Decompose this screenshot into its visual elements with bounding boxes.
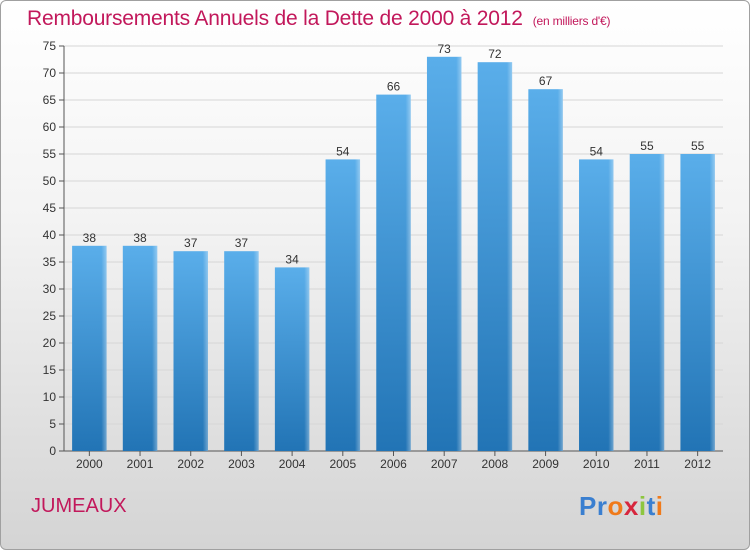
y-tick-label: 20 (43, 336, 57, 350)
data-label-2002: 37 (184, 236, 198, 250)
data-label-2008: 72 (488, 47, 502, 61)
y-tick-label: 50 (43, 174, 57, 188)
data-label-2003: 37 (235, 236, 249, 250)
data-label-2000: 38 (83, 231, 97, 245)
bar-shine-2006 (376, 94, 411, 451)
logo-letter: P (579, 491, 597, 521)
bar-shine-2010 (579, 159, 614, 451)
data-label-2007: 73 (438, 42, 452, 56)
logo-letter: t (646, 491, 656, 521)
proxiti-logo: Proxiti (579, 491, 663, 522)
y-tick-label: 30 (43, 282, 57, 296)
logo-letter: o (607, 491, 624, 521)
y-tick-label: 0 (49, 444, 56, 458)
logo-letter: i (655, 491, 664, 521)
bar-shine-2002 (173, 251, 208, 451)
y-tick-labels: 0 5 10 15 20 25 30 35 40 45 50 55 60 65 70 75 (43, 39, 64, 458)
logo-letter: x (623, 491, 639, 521)
bar-shine-2007 (426, 56, 462, 452)
x-tick-label-2005: 2005 (329, 457, 356, 471)
data-label-2004: 34 (285, 252, 299, 266)
y-tick-label: 25 (43, 309, 57, 323)
bar-shine-2000 (72, 245, 107, 451)
bar-shine-2001 (122, 245, 158, 451)
x-tick-label-2010: 2010 (583, 457, 610, 471)
y-tick-label: 60 (43, 120, 57, 134)
y-tick-label: 45 (43, 201, 57, 215)
bar-shine-2005 (325, 159, 361, 451)
bar-shine-2004 (274, 267, 310, 451)
data-labels: 38 38 37 37 34 54 66 73 72 67 54 55 55 (83, 42, 705, 267)
bar-shine-2003 (224, 251, 259, 451)
data-label-2006: 66 (387, 80, 401, 94)
y-tick-label: 65 (43, 93, 57, 107)
x-tick-label-2006: 2006 (380, 457, 407, 471)
chart-title: Remboursements Annuels de la Dette de 20… (27, 7, 610, 31)
y-tick-label: 35 (43, 255, 57, 269)
y-tick-label: 5 (49, 417, 56, 431)
y-tick-label: 70 (43, 66, 57, 80)
x-tick-label-2001: 2001 (127, 457, 154, 471)
x-tick-label-2011: 2011 (634, 457, 660, 471)
bar-shine-2011 (629, 154, 665, 451)
y-tick-label: 55 (43, 147, 57, 161)
logo-letter: r (596, 491, 608, 521)
data-label-2009: 67 (539, 74, 553, 88)
data-label-2010: 54 (590, 144, 604, 158)
x-tick-label-2007: 2007 (431, 457, 458, 471)
x-tick-label-2000: 2000 (76, 457, 103, 471)
data-label-2005: 54 (336, 144, 350, 158)
x-tick-label-2009: 2009 (532, 457, 559, 471)
logo-letter: i (638, 491, 647, 521)
x-tick-label-2002: 2002 (177, 457, 204, 471)
x-tick-labels: 2000 2001 2002 2003 2004 2005 2006 2007 2008 2009… (76, 451, 711, 471)
bars (72, 56, 715, 452)
data-label-2001: 38 (133, 231, 147, 245)
bar-shine-2009 (528, 89, 563, 451)
bar-shine-2012 (680, 154, 715, 451)
y-tick-label: 75 (43, 39, 57, 53)
commune-name: JUMEAUX (31, 495, 127, 517)
y-tick-label: 10 (43, 390, 57, 404)
x-tick-label-2012: 2012 (684, 457, 711, 471)
x-tick-label-2003: 2003 (228, 457, 255, 471)
y-tick-label: 40 (43, 228, 57, 242)
chart-title-text: Remboursements Annuels de la Dette de 20… (27, 7, 523, 30)
bar-shine-2008 (477, 62, 513, 451)
x-tick-label-2008: 2008 (482, 457, 509, 471)
chart-unit: (en milliers d'€) (532, 14, 611, 28)
x-tick-label-2004: 2004 (279, 457, 306, 471)
data-label-2012: 55 (691, 139, 705, 153)
y-tick-label: 15 (43, 363, 57, 377)
data-label-2011: 55 (640, 139, 654, 153)
